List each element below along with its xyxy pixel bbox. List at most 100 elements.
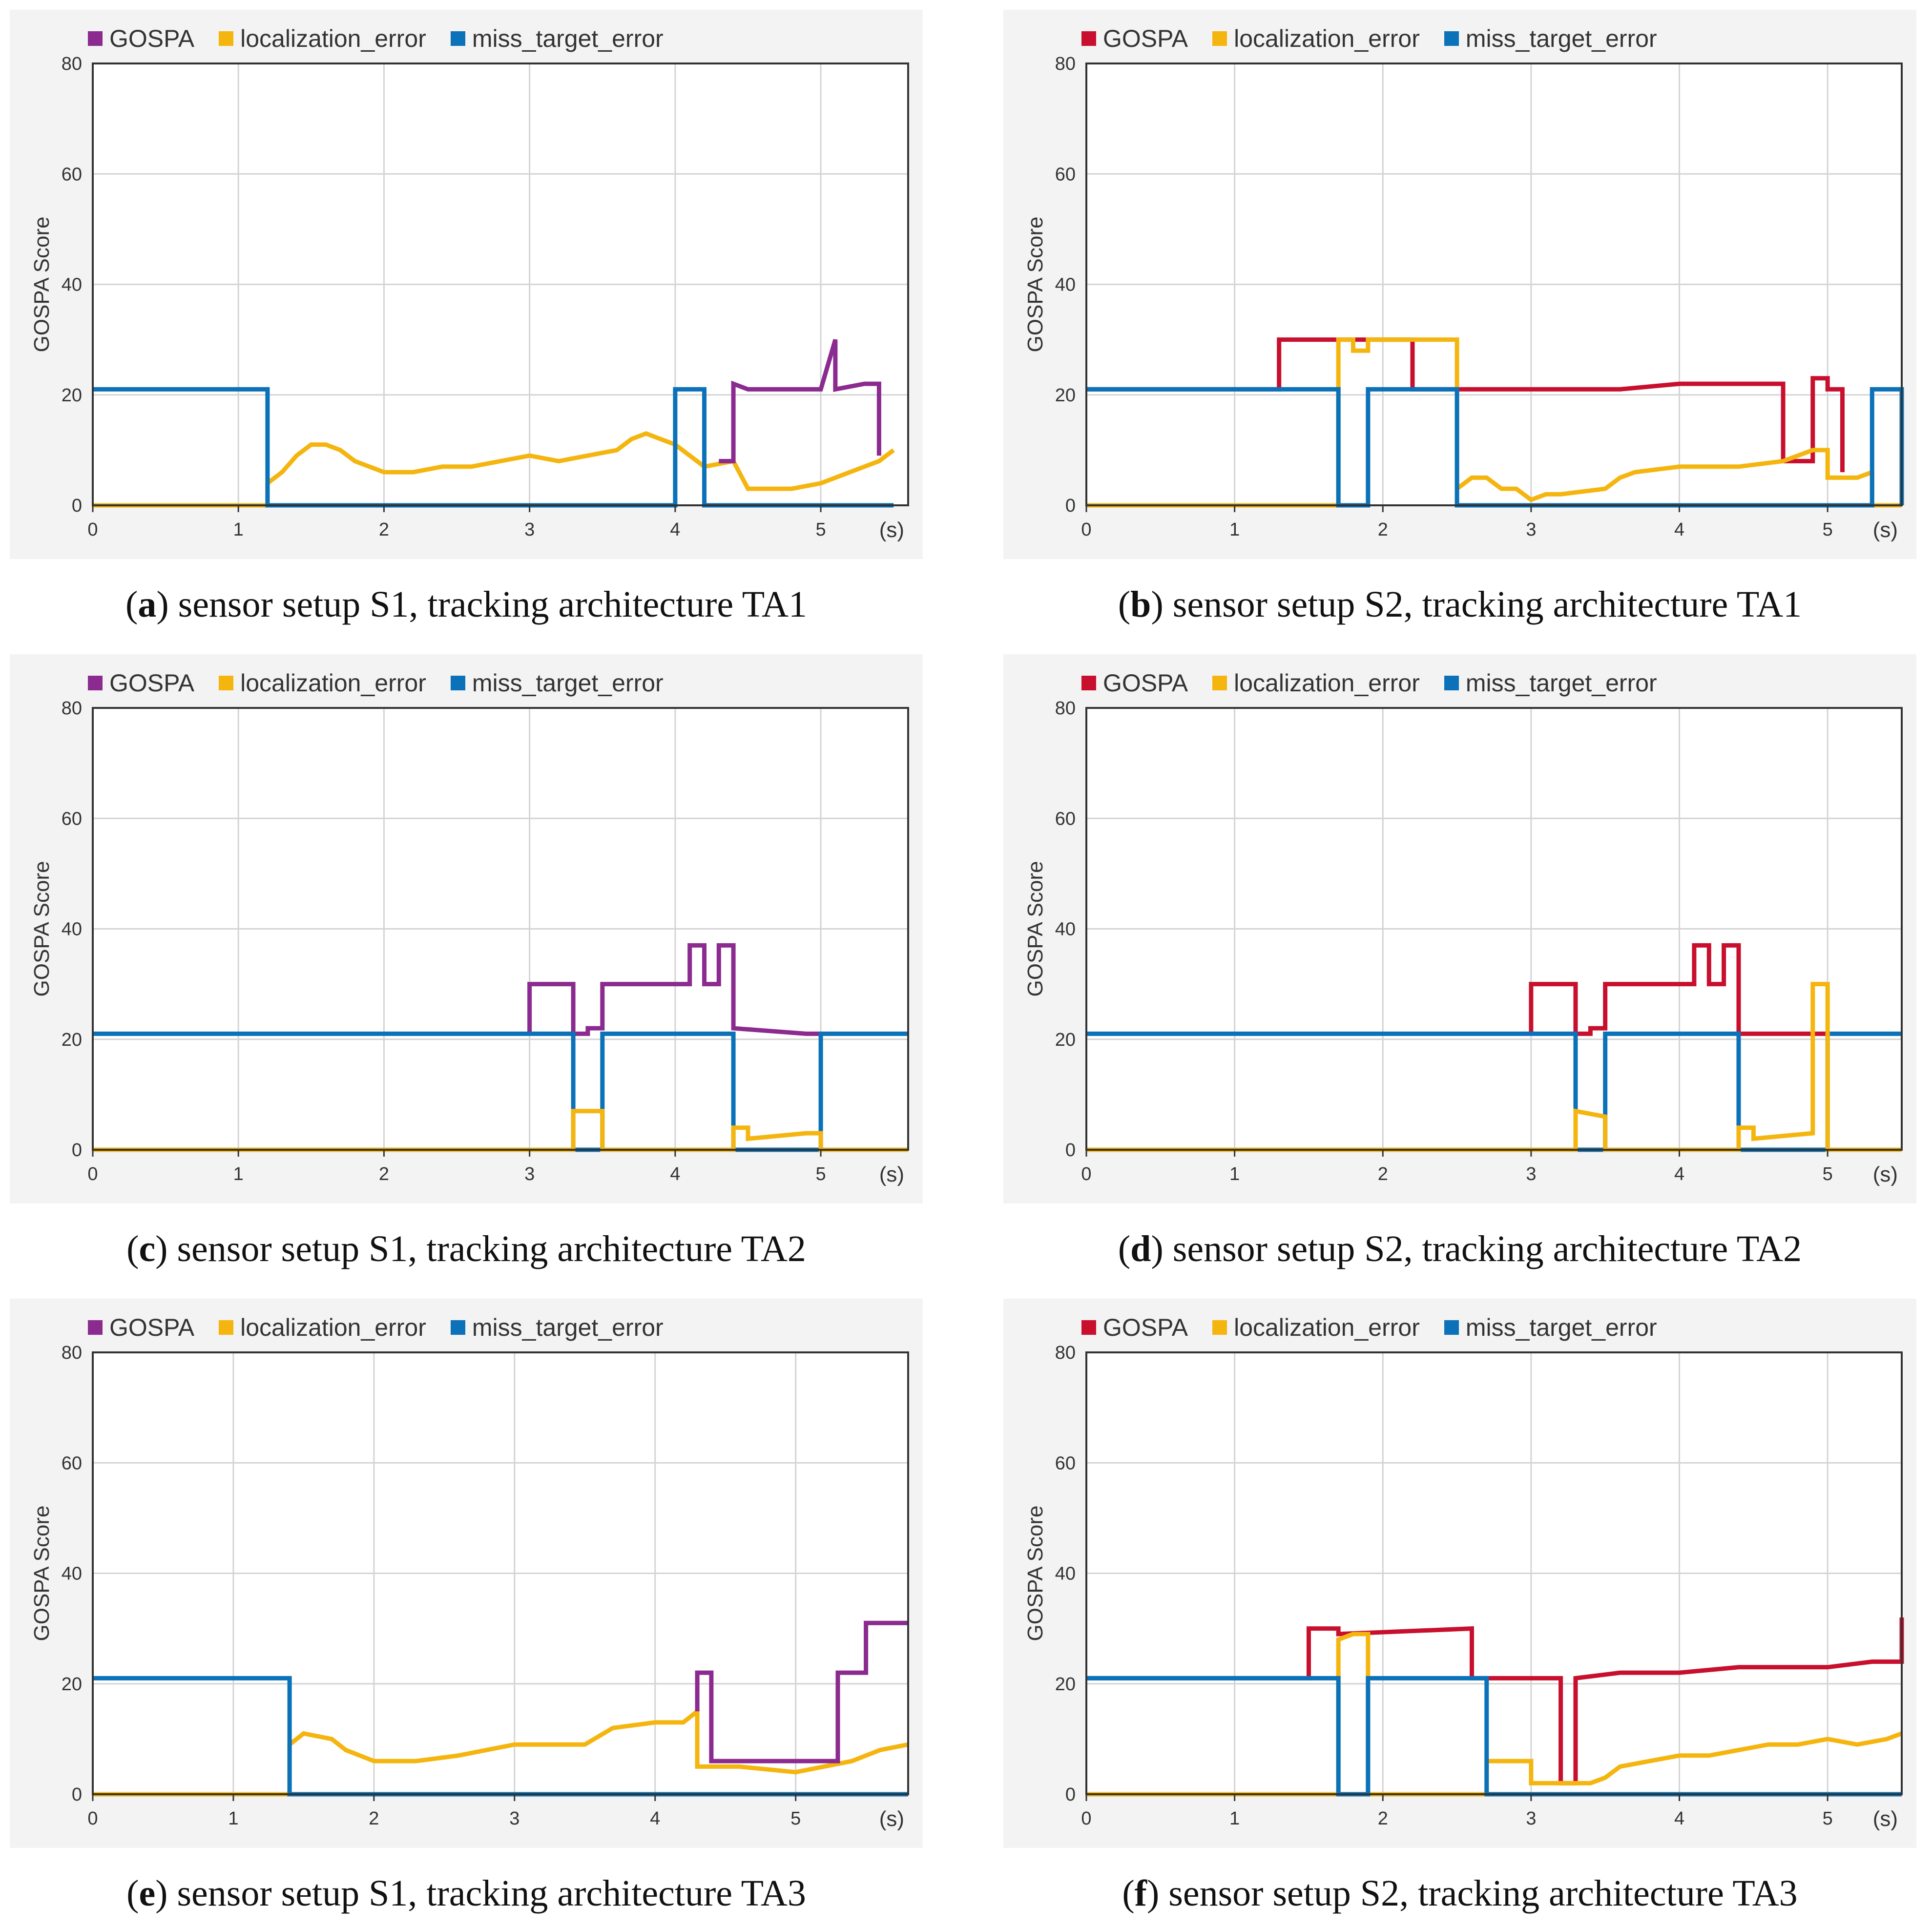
series-line-gospa[interactable] <box>527 943 821 1036</box>
y-axis-title: GOSPA Score <box>1023 861 1047 997</box>
series-line-localization-error[interactable] <box>1086 982 1902 1152</box>
legend-gospa-swatch <box>88 31 103 46</box>
series-line-miss-target-error[interactable] <box>93 1031 908 1152</box>
legend-localization-error-swatch <box>1212 1320 1227 1335</box>
series-line-localization-error[interactable] <box>1086 337 1902 508</box>
legend-miss-target-error[interactable]: miss_target_error <box>450 1313 664 1342</box>
caption-letter: f <box>1134 1873 1147 1914</box>
y-tick-label: 60 <box>1055 809 1076 829</box>
legend-localization-error[interactable]: localization_error <box>1212 1313 1420 1342</box>
y-tick-label: 60 <box>62 1453 82 1473</box>
legend-localization-error-label: localization_error <box>1234 1314 1420 1341</box>
caption-e: (e) sensor setup S1, tracking architectu… <box>126 1873 806 1914</box>
series-line-miss-target-error[interactable] <box>1086 1676 1902 1797</box>
x-tick-label: 1 <box>1229 1164 1240 1184</box>
legend-gospa[interactable]: GOSPA <box>1081 669 1188 697</box>
legend-miss-target-error-label: miss_target_error <box>1465 25 1657 52</box>
y-tick-label: 80 <box>62 54 82 74</box>
axis-frame <box>1085 1351 1903 1795</box>
legend-localization-error[interactable]: localization_error <box>219 1313 426 1342</box>
legend-miss-target-error-label: miss_target_error <box>1465 669 1657 697</box>
legend-miss-target-error[interactable]: miss_target_error <box>1444 669 1657 697</box>
chart-svg: 0 20 40 60 80 0 1 2 3 4 5 (s) GOSPA Score <box>1023 698 1903 1186</box>
x-tick-label: 4 <box>1674 1808 1684 1829</box>
x-tick-label: 0 <box>1081 1808 1091 1829</box>
x-tick-label: 5 <box>816 519 826 540</box>
x-tick-label: 4 <box>670 519 680 540</box>
legend-gospa[interactable]: GOSPA <box>88 24 194 53</box>
legend-localization-error[interactable]: localization_error <box>1212 669 1420 697</box>
legend-miss-target-error[interactable]: miss_target_error <box>1444 24 1657 53</box>
chart-panel-c: GOSPA localization_error miss_target_err… <box>10 654 923 1203</box>
caption-text: sensor setup S2, tracking architecture T… <box>1172 1228 1802 1269</box>
y-tick-label: 40 <box>62 1564 82 1584</box>
chart-panel-d: GOSPA localization_error miss_target_err… <box>1003 654 1916 1203</box>
legend-gospa[interactable]: GOSPA <box>88 669 194 697</box>
x-axis-unit-label: (s) <box>1873 1807 1898 1831</box>
series-line-localization-error[interactable] <box>93 1109 908 1152</box>
legend-miss-target-error-label: miss_target_error <box>472 25 664 52</box>
x-tick-label: 2 <box>1378 1808 1388 1829</box>
legend-gospa-label: GOSPA <box>1103 25 1188 52</box>
series-line-gospa[interactable] <box>695 1620 908 1763</box>
legend-gospa-swatch <box>1081 676 1096 690</box>
series-line-miss-target-error[interactable] <box>93 387 894 508</box>
y-axis-title: GOSPA Score <box>1023 1506 1047 1641</box>
x-tick-label: 3 <box>524 1164 535 1184</box>
legend-miss-target-error-label: miss_target_error <box>1465 1314 1657 1341</box>
legend-miss-target-error[interactable]: miss_target_error <box>450 24 664 53</box>
legend-localization-error[interactable]: localization_error <box>219 669 426 697</box>
legend: GOSPA localization_error miss_target_err… <box>1081 24 1657 53</box>
chart-svg: 0 20 40 60 80 0 1 2 3 4 5 (s) GOSPA Score <box>1023 54 1904 542</box>
series-line-localization-error[interactable] <box>1086 1632 1903 1797</box>
legend-miss-target-error-swatch <box>1444 676 1459 690</box>
legend-gospa[interactable]: GOSPA <box>1081 1313 1188 1342</box>
legend-gospa-label: GOSPA <box>109 1314 195 1341</box>
series-line-gospa[interactable] <box>719 339 881 463</box>
legend-gospa[interactable]: GOSPA <box>1081 24 1188 53</box>
legend-localization-error[interactable]: localization_error <box>1212 24 1420 53</box>
x-axis-unit-label: (s) <box>1873 518 1898 542</box>
legend-localization-error-swatch <box>219 676 234 690</box>
y-tick-label: 80 <box>1055 698 1076 719</box>
x-axis-unit-label: (s) <box>879 518 904 542</box>
y-tick-label: 0 <box>1065 1140 1076 1161</box>
y-tick-label: 0 <box>1065 1784 1076 1805</box>
y-tick-label: 20 <box>1055 1674 1076 1695</box>
x-tick-label: 3 <box>509 1808 519 1829</box>
x-tick-label: 1 <box>228 1808 238 1829</box>
series-line-gospa[interactable] <box>1529 943 1828 1036</box>
y-tick-label: 60 <box>62 164 82 185</box>
series-line-localization-error[interactable] <box>93 431 895 508</box>
series-line-localization-error[interactable] <box>93 1707 909 1797</box>
legend-localization-error-swatch <box>219 31 234 46</box>
legend-miss-target-error-swatch <box>1444 1320 1459 1335</box>
y-tick-label: 20 <box>1055 385 1076 406</box>
caption-c: (c) sensor setup S1, tracking architectu… <box>126 1228 806 1269</box>
caption-text: sensor setup S2, tracking architecture T… <box>1172 584 1802 625</box>
x-tick-label: 4 <box>670 1164 680 1184</box>
legend-gospa-swatch <box>88 676 103 690</box>
legend-localization-error[interactable]: localization_error <box>219 24 426 53</box>
caption-a: (a) sensor setup S1, tracking architectu… <box>125 584 807 625</box>
x-tick-label: 5 <box>790 1808 801 1829</box>
legend-localization-error-swatch <box>1212 676 1227 690</box>
legend-localization-error-label: localization_error <box>240 1314 426 1341</box>
y-tick-label: 60 <box>1055 1453 1076 1473</box>
legend: GOSPA localization_error miss_target_err… <box>1081 669 1657 697</box>
x-tick-label: 0 <box>1081 519 1091 540</box>
legend-miss-target-error[interactable]: miss_target_error <box>450 669 664 697</box>
caption-letter: a <box>138 584 157 625</box>
y-tick-label: 40 <box>1055 275 1076 295</box>
legend-gospa-label: GOSPA <box>109 669 195 697</box>
legend-miss-target-error[interactable]: miss_target_error <box>1444 1313 1657 1342</box>
caption-f: (f) sensor setup S2, tracking architectu… <box>1122 1873 1798 1914</box>
axis-frame <box>92 707 909 1151</box>
x-tick-label: 2 <box>1378 519 1388 540</box>
x-tick-label: 0 <box>87 1808 98 1829</box>
series-line-miss-target-error[interactable] <box>1086 387 1904 508</box>
legend-gospa[interactable]: GOSPA <box>88 1313 194 1342</box>
legend: GOSPA localization_error miss_target_err… <box>88 669 664 697</box>
legend-gospa-label: GOSPA <box>1103 1314 1188 1341</box>
chart-svg: 0 20 40 60 80 0 1 2 3 4 5 (s) GOSPA Score <box>30 1343 909 1831</box>
